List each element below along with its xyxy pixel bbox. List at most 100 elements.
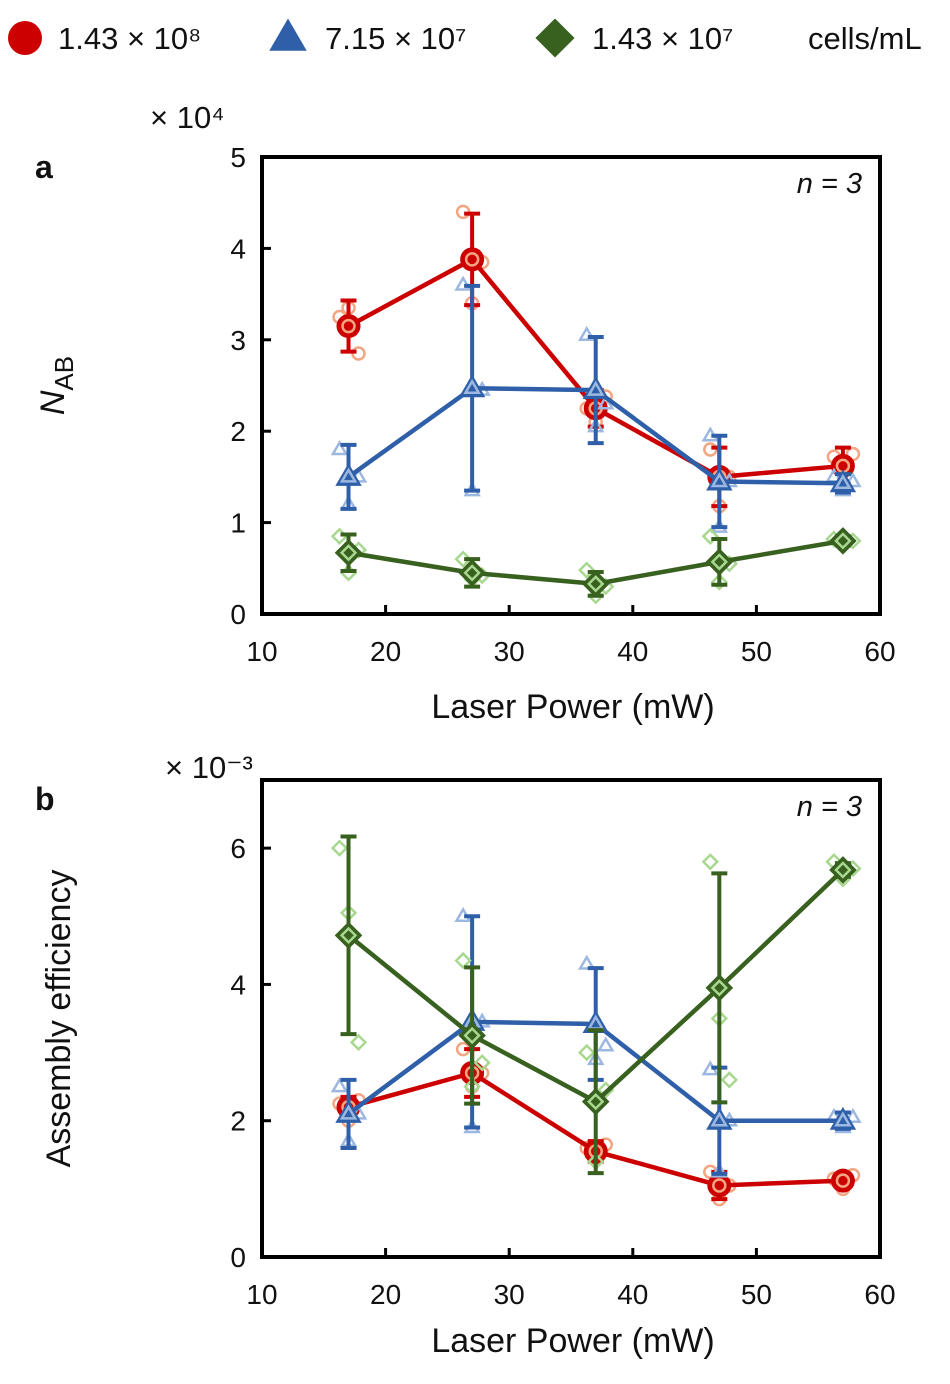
y-axis-label: NAB	[34, 356, 79, 415]
replicate-point	[710, 573, 728, 591]
mean-marker	[460, 247, 485, 272]
mean-marker-inner	[463, 1026, 481, 1045]
x-tick-label: 50	[741, 1279, 772, 1310]
mean-marker-inner	[339, 467, 358, 483]
replicate-point	[454, 550, 472, 568]
y-tick-label: 0	[230, 1242, 246, 1273]
legend-label: 1.43 × 10⁷	[592, 21, 733, 56]
plot-frame	[260, 778, 882, 1259]
panel-label: b	[35, 781, 55, 817]
x-tick-label: 40	[617, 636, 648, 667]
mean-marker-inner	[712, 1178, 727, 1193]
mean-marker-inner	[587, 1092, 605, 1111]
mean-marker-inner	[463, 564, 481, 582]
legend-marker	[535, 18, 575, 58]
mean-marker-inner	[835, 1173, 851, 1188]
mean-marker-inner	[834, 532, 852, 550]
mean-marker	[458, 559, 486, 587]
y-tick-label: 5	[230, 142, 246, 173]
x-tick-label: 20	[370, 1279, 401, 1310]
mean-marker	[830, 453, 855, 478]
legend-label: 7.15 × 10⁷	[325, 21, 466, 56]
replicate-point	[844, 472, 862, 488]
mean-marker-inner	[339, 544, 358, 562]
mean-marker-inner	[586, 380, 605, 396]
legend-label: 1.43 × 10⁸	[58, 21, 201, 56]
legend-marker	[8, 21, 42, 55]
replicate-point	[349, 1033, 368, 1052]
replicate-point	[330, 440, 349, 456]
replicate-point	[577, 325, 596, 341]
mean-marker	[705, 548, 734, 576]
x-tick-label: 30	[494, 636, 525, 667]
x-tick-label: 20	[370, 636, 401, 667]
mean-marker	[336, 314, 361, 339]
replicate-point	[587, 587, 605, 605]
y-tick-label: 0	[230, 599, 246, 630]
mean-marker-inner	[339, 926, 358, 945]
x-axis-label: Laser Power (mW)	[431, 688, 714, 726]
replicate-point	[330, 839, 349, 857]
y-axis-label: Assembly efficiency	[40, 870, 78, 1168]
mean-marker-inner	[710, 553, 728, 571]
replicate-point	[578, 1043, 596, 1062]
multiplier: × 10⁴	[150, 100, 225, 135]
replicate-point	[844, 1107, 862, 1124]
y-axis-label-main: Assembly efficiency	[40, 870, 78, 1168]
mean-marker	[581, 1087, 610, 1116]
mean-marker	[334, 538, 363, 567]
mean-marker-inner	[710, 472, 729, 488]
replicate-point	[454, 951, 472, 970]
y-tick-label: 4	[230, 233, 246, 264]
replicate-point	[710, 1162, 729, 1178]
replicate-point	[578, 561, 596, 579]
mean-marker-inner	[587, 575, 605, 593]
replicate-point	[701, 853, 719, 871]
mean-marker-inner	[834, 1111, 852, 1127]
mean-marker	[581, 570, 610, 598]
replicate-point	[454, 275, 472, 291]
y-tick-label: 2	[230, 1106, 246, 1137]
legend-marker	[269, 18, 307, 51]
x-tick-label: 60	[864, 1279, 895, 1310]
y-axis-label-sub: AB	[49, 356, 79, 391]
legend-unit: cells/mL	[808, 21, 922, 56]
y-tick-label: 2	[230, 416, 246, 447]
mean-marker-inner	[464, 252, 480, 267]
x-axis-label: Laser Power (mW)	[431, 1322, 714, 1360]
annotation: n = 3	[797, 791, 862, 823]
mean-marker-inner	[463, 378, 481, 394]
x-tick-label: 60	[864, 636, 895, 667]
mean-marker	[830, 1168, 855, 1193]
mean-marker	[705, 974, 734, 1002]
y-tick-label: 6	[230, 833, 246, 864]
y-tick-label: 1	[230, 508, 246, 539]
x-tick-label: 30	[494, 1279, 525, 1310]
plot-frame	[260, 155, 882, 616]
replicate-point	[720, 1071, 738, 1089]
annotation: n = 3	[797, 168, 862, 200]
y-axis-label-main: N	[34, 390, 72, 415]
mean-marker	[334, 921, 363, 950]
mean-marker	[707, 1173, 732, 1198]
mean-marker-inner	[341, 318, 356, 334]
mean-marker-inner	[834, 861, 852, 879]
replicate-point	[330, 1077, 349, 1093]
replicate-point	[577, 954, 596, 970]
replicate-point	[596, 1036, 615, 1052]
mean-marker-inner	[834, 473, 852, 490]
mean-marker-inner	[710, 1111, 729, 1127]
mean-marker	[829, 856, 857, 884]
x-tick-label: 50	[741, 636, 772, 667]
replicate-point	[701, 527, 719, 545]
multiplier: × 10⁻³	[165, 750, 253, 785]
y-tick-label: 4	[230, 969, 246, 1000]
x-tick-label: 40	[617, 1279, 648, 1310]
replicate-point	[473, 1054, 491, 1072]
mean-marker-inner	[339, 1104, 358, 1120]
x-tick-label: 10	[246, 636, 277, 667]
mean-marker	[829, 527, 857, 555]
y-tick-label: 3	[230, 325, 246, 356]
